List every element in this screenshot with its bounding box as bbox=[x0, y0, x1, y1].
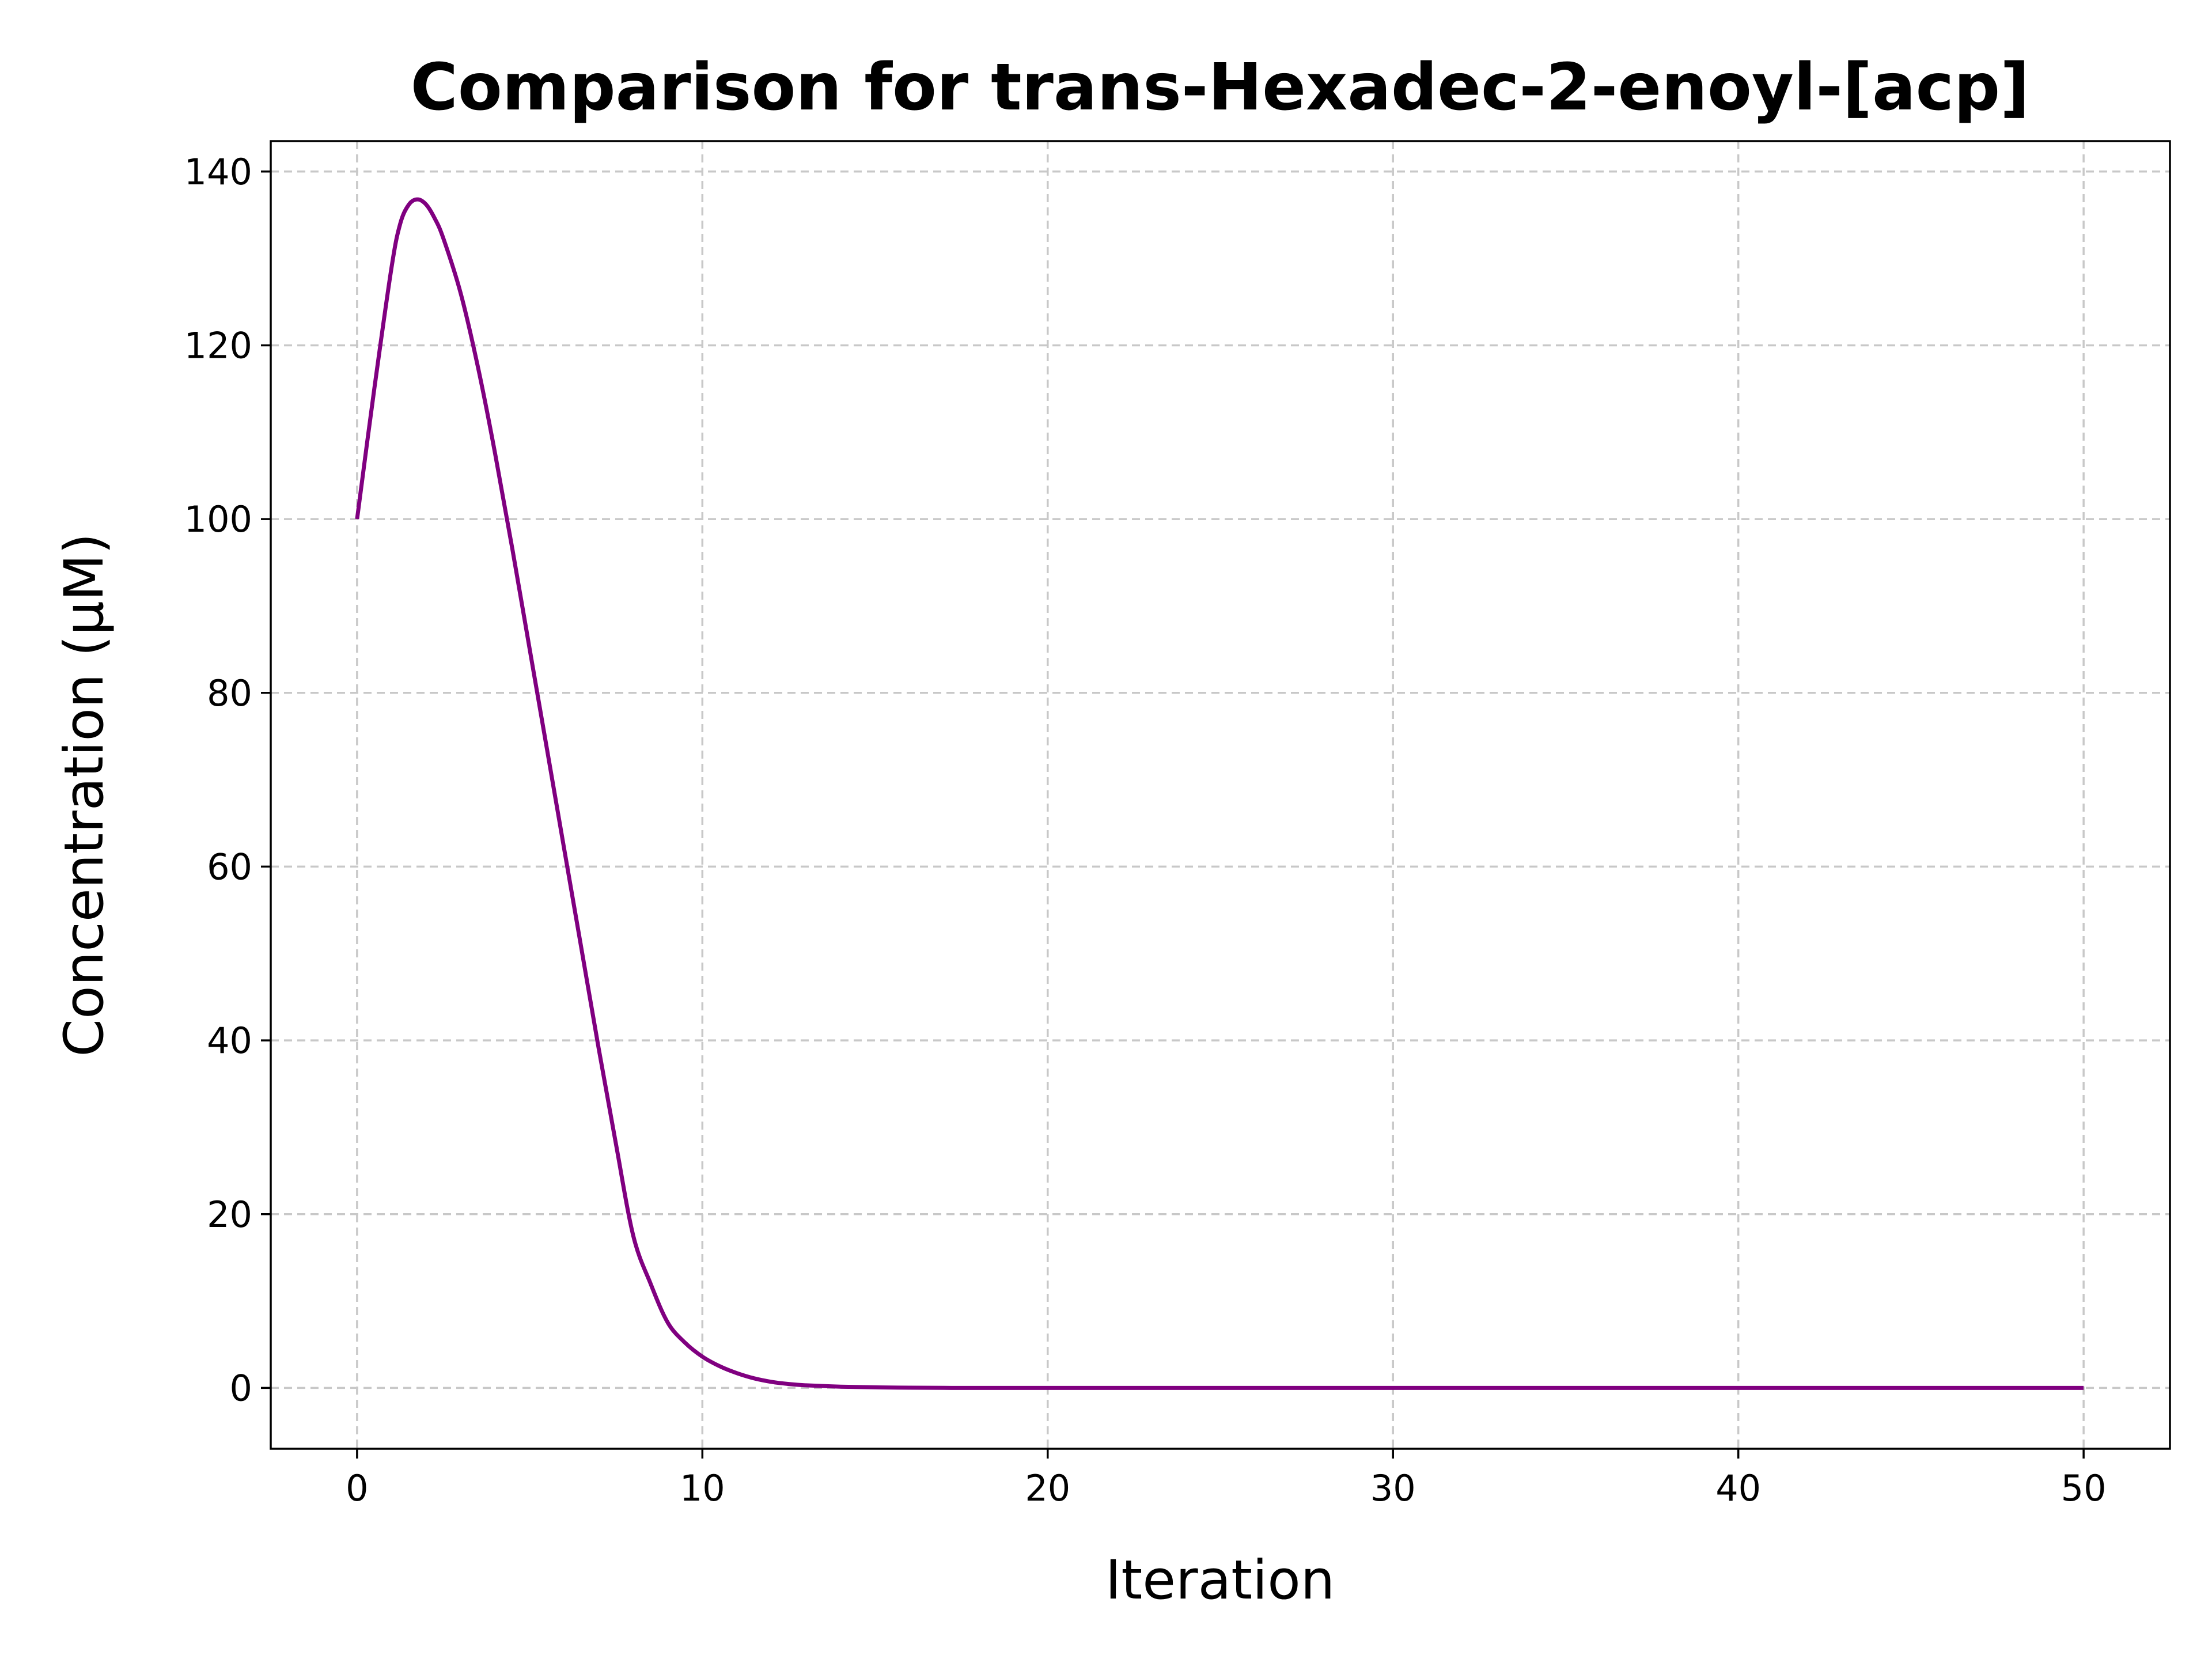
y-tick-label: 120 bbox=[184, 324, 252, 366]
plot-frame bbox=[270, 140, 2171, 1450]
chart-title: Comparison for trans-Hexadec-2-enoyl-[ac… bbox=[411, 50, 2030, 125]
x-axis-label: Iteration bbox=[1105, 1549, 1335, 1612]
x-tick-label: 30 bbox=[1370, 1467, 1416, 1509]
y-tick-label: 140 bbox=[184, 151, 252, 193]
x-tick-label: 40 bbox=[1715, 1467, 1761, 1509]
y-axis-label: Concentration (μM) bbox=[53, 533, 116, 1056]
y-tick-label: 100 bbox=[184, 498, 252, 540]
y-tick-label: 80 bbox=[207, 672, 252, 714]
y-tick-label: 40 bbox=[207, 1020, 252, 1062]
data-layer bbox=[355, 197, 2084, 1390]
y-tick-label: 60 bbox=[207, 846, 252, 888]
y-tick-label: 0 bbox=[230, 1367, 252, 1409]
series-line-0 bbox=[355, 197, 2084, 1390]
x-tick-label: 20 bbox=[1025, 1467, 1070, 1509]
x-tick-label: 50 bbox=[2061, 1467, 2107, 1509]
x-tick-label: 10 bbox=[680, 1467, 725, 1509]
y-tick-label: 20 bbox=[207, 1194, 252, 1236]
x-tick-label: 0 bbox=[346, 1467, 368, 1509]
tick-layer: 0 10 20 30 40 50 0 20 40 60 80 100 120 140 bbox=[184, 151, 2107, 1509]
